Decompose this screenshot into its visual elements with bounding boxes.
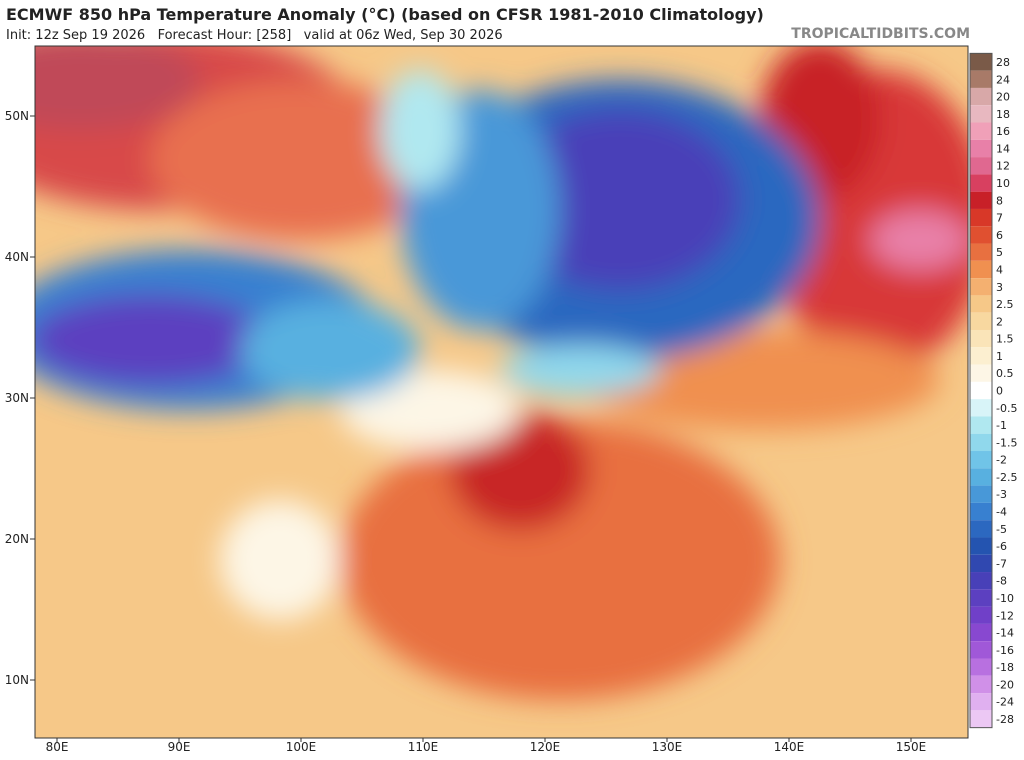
lat-label: 40N — [5, 250, 29, 264]
colorbar-swatch — [970, 312, 992, 330]
colorbar-label: -12 — [996, 609, 1014, 622]
colorbar-swatch — [970, 139, 992, 158]
colorbar-swatch — [970, 433, 992, 452]
lon-label: 150E — [896, 740, 927, 754]
colorbar-label: 5 — [996, 246, 1003, 259]
colorbar-label: -10 — [996, 592, 1014, 605]
colorbar-swatch — [970, 485, 992, 503]
colorbar-swatch — [970, 658, 992, 676]
colorbar-label: -16 — [996, 644, 1014, 657]
colorbar-swatch — [970, 623, 992, 642]
colorbar-label: -3 — [996, 488, 1007, 501]
colorbar-label: -2 — [996, 454, 1007, 467]
colorbar-label: 1 — [996, 350, 1003, 363]
lon-label: 130E — [652, 740, 683, 754]
colorbar-label: -6 — [996, 540, 1007, 553]
colorbar-swatch — [970, 641, 992, 659]
colorbar-swatch — [970, 502, 992, 521]
colorbar-swatch — [970, 589, 992, 607]
colorbar-swatch — [970, 381, 992, 400]
lat-label: 10N — [5, 673, 29, 687]
colorbar-label: -28 — [996, 713, 1014, 726]
colorbar-label: -1 — [996, 419, 1007, 432]
colorbar-label: 20 — [996, 91, 1010, 104]
colorbar-swatch — [970, 260, 992, 279]
colorbar-swatch — [970, 451, 992, 469]
colorbar-label: 28 — [996, 56, 1010, 69]
colorbar-label: 8 — [996, 194, 1003, 207]
colorbar-swatch — [970, 226, 992, 244]
lon-label: 80E — [46, 740, 69, 754]
map-frame — [34, 45, 969, 739]
colorbar-swatch — [970, 710, 992, 728]
colorbar-swatch — [970, 105, 992, 123]
colorbar-label: -2.5 — [996, 471, 1017, 484]
colorbar-swatch — [970, 364, 992, 382]
colorbar-label: 10 — [996, 177, 1010, 190]
colorbar-swatch — [970, 537, 992, 555]
lat-label: 20N — [5, 532, 29, 546]
map — [35, 46, 968, 738]
colorbar-swatch — [970, 70, 992, 88]
colorbar-label: 18 — [996, 108, 1010, 121]
colorbar-swatch — [970, 243, 992, 261]
colorbar-swatch — [970, 87, 992, 106]
colorbar-label: 1.5 — [996, 333, 1014, 346]
colorbar-swatch — [970, 554, 992, 573]
colorbar-label: 14 — [996, 142, 1010, 155]
colorbar-swatch — [970, 329, 992, 348]
colorbar-swatch — [970, 191, 992, 209]
colorbar-label: -5 — [996, 523, 1007, 536]
colorbar-label: 12 — [996, 160, 1010, 173]
colorbar-swatch — [970, 278, 992, 296]
colorbar-swatch — [970, 520, 992, 538]
colorbar-label: 0.5 — [996, 367, 1014, 380]
lon-label: 110E — [408, 740, 439, 754]
colorbar-swatch — [970, 295, 992, 313]
lon-label: 90E — [168, 740, 191, 754]
colorbar-label: -24 — [996, 696, 1014, 709]
colorbar-swatch — [970, 572, 992, 590]
colorbar-label: 24 — [996, 73, 1010, 86]
colorbar-label: 4 — [996, 263, 1003, 276]
colorbar-label: -18 — [996, 661, 1014, 674]
colorbar-swatch — [970, 399, 992, 417]
title: ECMWF 850 hPa Temperature Anomaly (°C) (… — [6, 5, 764, 24]
site-name: TROPICALTIDBITS.COM — [791, 26, 970, 42]
colorbar-label: 16 — [996, 125, 1010, 138]
colorbar-swatch — [970, 468, 992, 486]
colorbar-label: 0 — [996, 385, 1003, 398]
colorbar-label: -7 — [996, 557, 1007, 570]
colorbar-label: -20 — [996, 678, 1014, 691]
colorbar-label: -14 — [996, 627, 1014, 640]
colorbar-swatch — [970, 157, 992, 175]
colorbar-label: 6 — [996, 229, 1003, 242]
lon-label: 100E — [286, 740, 317, 754]
colorbar-swatch — [970, 174, 992, 192]
colorbar-label: 2.5 — [996, 298, 1014, 311]
colorbar-label: -4 — [996, 506, 1007, 519]
colorbar-label: 7 — [996, 212, 1003, 225]
colorbar-swatch — [970, 693, 992, 711]
lat-label: 30N — [5, 391, 29, 405]
colorbar-frame — [969, 52, 993, 729]
colorbar-swatch — [970, 347, 992, 365]
colorbar-swatch — [970, 122, 992, 140]
lon-label: 140E — [774, 740, 805, 754]
colorbar-swatch — [970, 675, 992, 694]
lon-label: 120E — [530, 740, 561, 754]
colorbar-label: -1.5 — [996, 436, 1017, 449]
colorbar-swatch — [970, 606, 992, 624]
colorbar-label: 3 — [996, 281, 1003, 294]
colorbar-swatch — [970, 53, 992, 71]
colorbar-swatch — [970, 416, 992, 434]
lat-label: 50N — [5, 109, 29, 123]
colorbar-label: 2 — [996, 315, 1003, 328]
subtitle: Init: 12z Sep 19 2026 Forecast Hour: [25… — [6, 28, 503, 43]
colorbar-label: -8 — [996, 575, 1007, 588]
colorbar-swatch — [970, 208, 992, 227]
colorbar-label: -0.5 — [996, 402, 1017, 415]
